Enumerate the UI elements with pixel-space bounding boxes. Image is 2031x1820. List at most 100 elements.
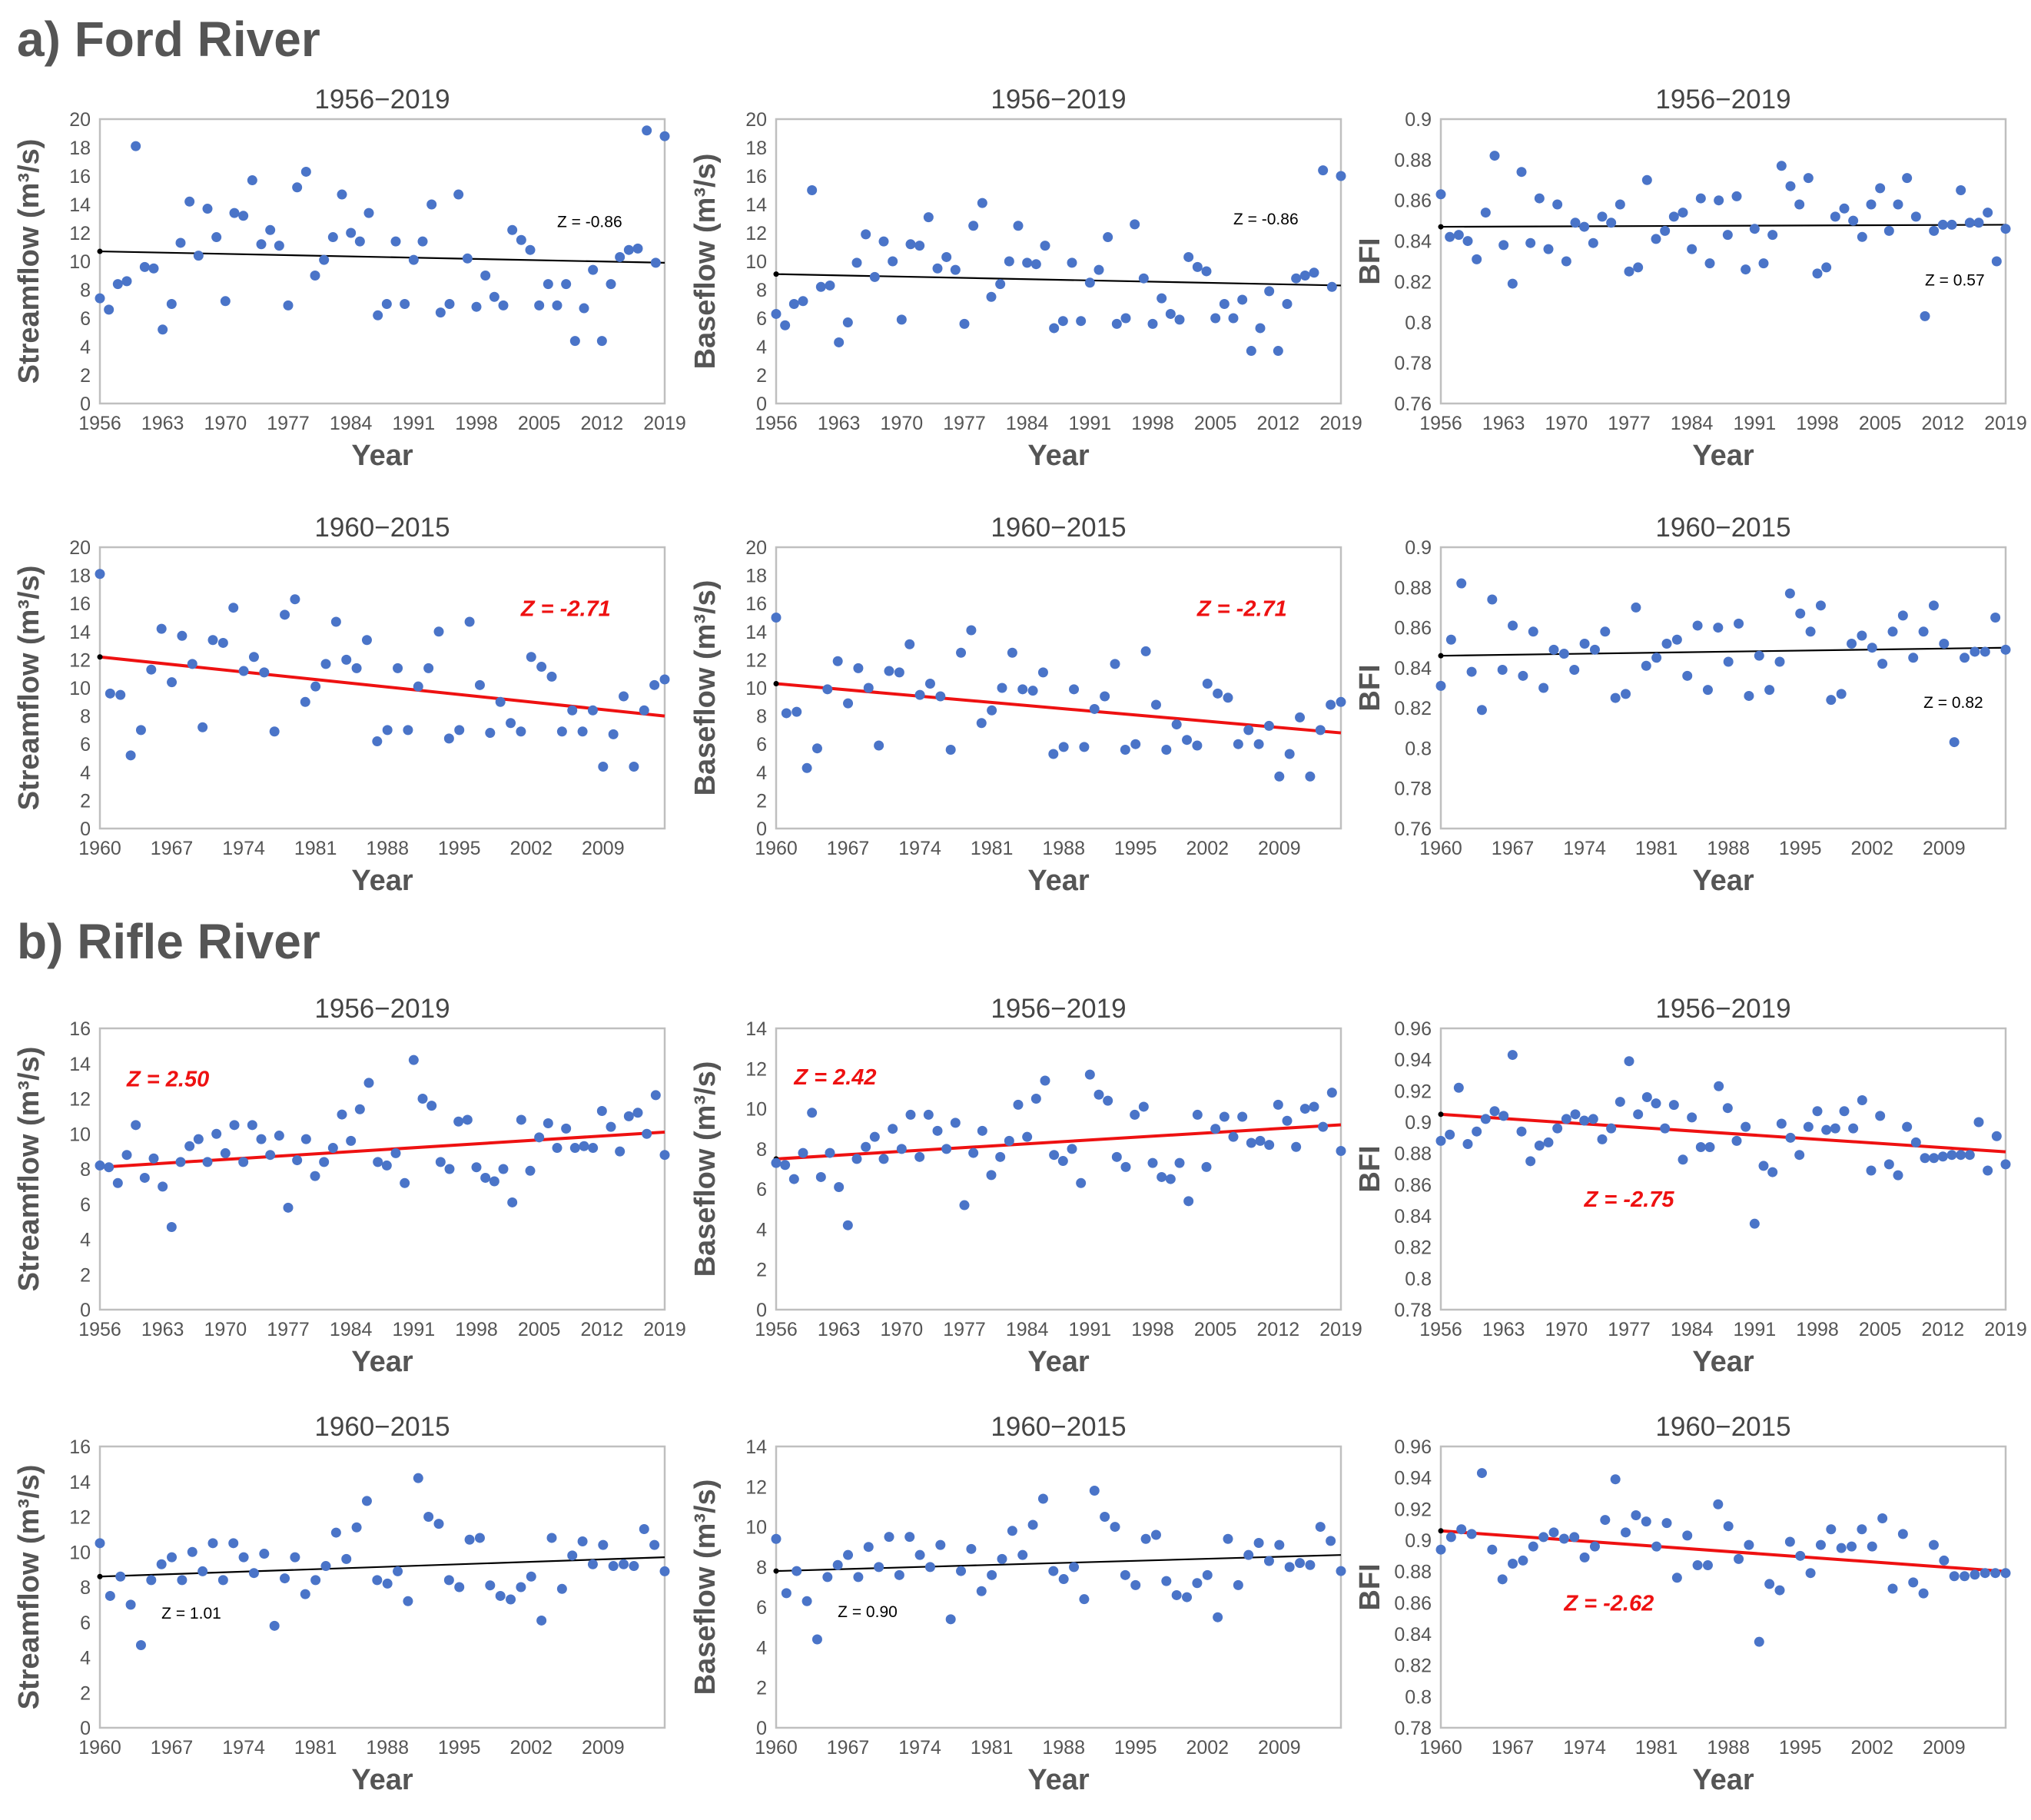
data-point [1487,1544,1498,1555]
y-tick-label: 8 [756,280,767,301]
data-point [1507,1050,1518,1061]
data-point [167,677,178,688]
y-tick-label: 0.8 [1405,1268,1432,1290]
z-statistic-label: Z = 1.01 [161,1605,221,1622]
x-tick-label: 1991 [393,1319,436,1340]
data-point [945,1614,956,1625]
x-tick-label: 1981 [971,1737,1014,1759]
data-point [822,1572,833,1583]
data-point [1660,225,1671,236]
data-point [923,1109,934,1120]
data-point [443,1575,454,1586]
data-point [1130,1579,1141,1590]
data-point [1100,1512,1110,1522]
data-point [1848,215,1859,226]
y-tick-label: 2 [756,1260,767,1281]
data-point [1579,638,1590,649]
data-point [588,264,599,275]
data-point [1223,692,1233,703]
x-tick-label: 1981 [294,838,337,859]
data-point [1821,262,1832,273]
data-point [874,740,884,751]
data-point [1487,594,1498,605]
x-tick-label: 1963 [141,1319,184,1340]
x-tick-label: 1984 [330,413,373,434]
data-point [1538,1532,1549,1543]
data-point [453,189,464,200]
data-point [2000,224,2011,234]
y-tick-label: 16 [69,166,91,188]
data-point [202,1157,213,1167]
x-tick-label: 1998 [455,1319,498,1340]
x-tick-label: 1991 [393,413,436,434]
data-point [139,1172,150,1183]
data-point [1589,1541,1600,1552]
data-point [2000,1568,2011,1579]
data-point [1857,231,1867,242]
data-point [135,725,146,736]
data-point [807,185,818,195]
x-tick-label: 1988 [1042,838,1085,859]
data-point [1284,749,1295,759]
data-point [474,1533,485,1543]
data-point [95,1160,105,1171]
data-point [1489,1106,1500,1117]
data-point [1219,299,1230,309]
x-axis-label: Year [351,1346,413,1378]
trend-line [99,655,665,718]
data-point [393,663,403,673]
x-tick-label: 1974 [898,1737,941,1759]
data-point [1983,1165,1993,1176]
y-axis-label: Baseflow (m³/s) [689,1480,722,1695]
data-point [1615,199,1625,210]
data-point [1671,634,1682,645]
data-point [238,211,249,221]
x-tick-label: 1988 [366,1737,409,1759]
data-point [228,1538,239,1549]
data-point [1030,1094,1041,1104]
z-statistic-label: Z = -2.71 [520,597,611,622]
data-point [577,726,588,737]
data-point [2000,644,2011,655]
data-point [1253,1537,1264,1548]
data-point [1920,1153,1930,1164]
data-point [1497,1574,1508,1585]
data-point [1671,1573,1682,1583]
data-point [1589,644,1600,655]
y-tick-label: 4 [80,1230,91,1251]
data-point [1435,189,1446,200]
data-point [1661,638,1672,649]
data-point [884,1532,894,1543]
y-tick-label: 0.78 [1394,1718,1432,1739]
data-point [283,300,294,311]
data-point [516,234,526,245]
data-point [986,291,997,302]
data-point [587,1559,598,1569]
data-point [1013,221,1024,231]
data-point [346,227,357,238]
data-point [1138,1101,1149,1112]
data-point [1201,266,1212,277]
data-point [1847,638,1857,649]
data-point [863,1542,874,1553]
data-point [959,1200,970,1211]
data-point [642,125,652,136]
data-point [1058,742,1069,752]
y-tick-label: 8 [756,706,767,728]
y-tick-label: 0.94 [1394,1468,1432,1490]
data-point [1847,1541,1857,1552]
data-point [1651,1098,1661,1109]
x-tick-label: 1974 [1563,838,1606,859]
x-tick-label: 1963 [818,1319,861,1340]
trend-line [775,1554,1342,1573]
data-point [905,1109,916,1120]
data-point [791,706,802,717]
data-point [1741,264,1751,275]
data-point [1600,626,1611,637]
data-point [861,229,871,240]
data-point [115,689,126,700]
data-point [1027,686,1038,696]
data-point [1875,1111,1886,1121]
data-point [1079,742,1090,752]
data-point [1326,1088,1337,1098]
